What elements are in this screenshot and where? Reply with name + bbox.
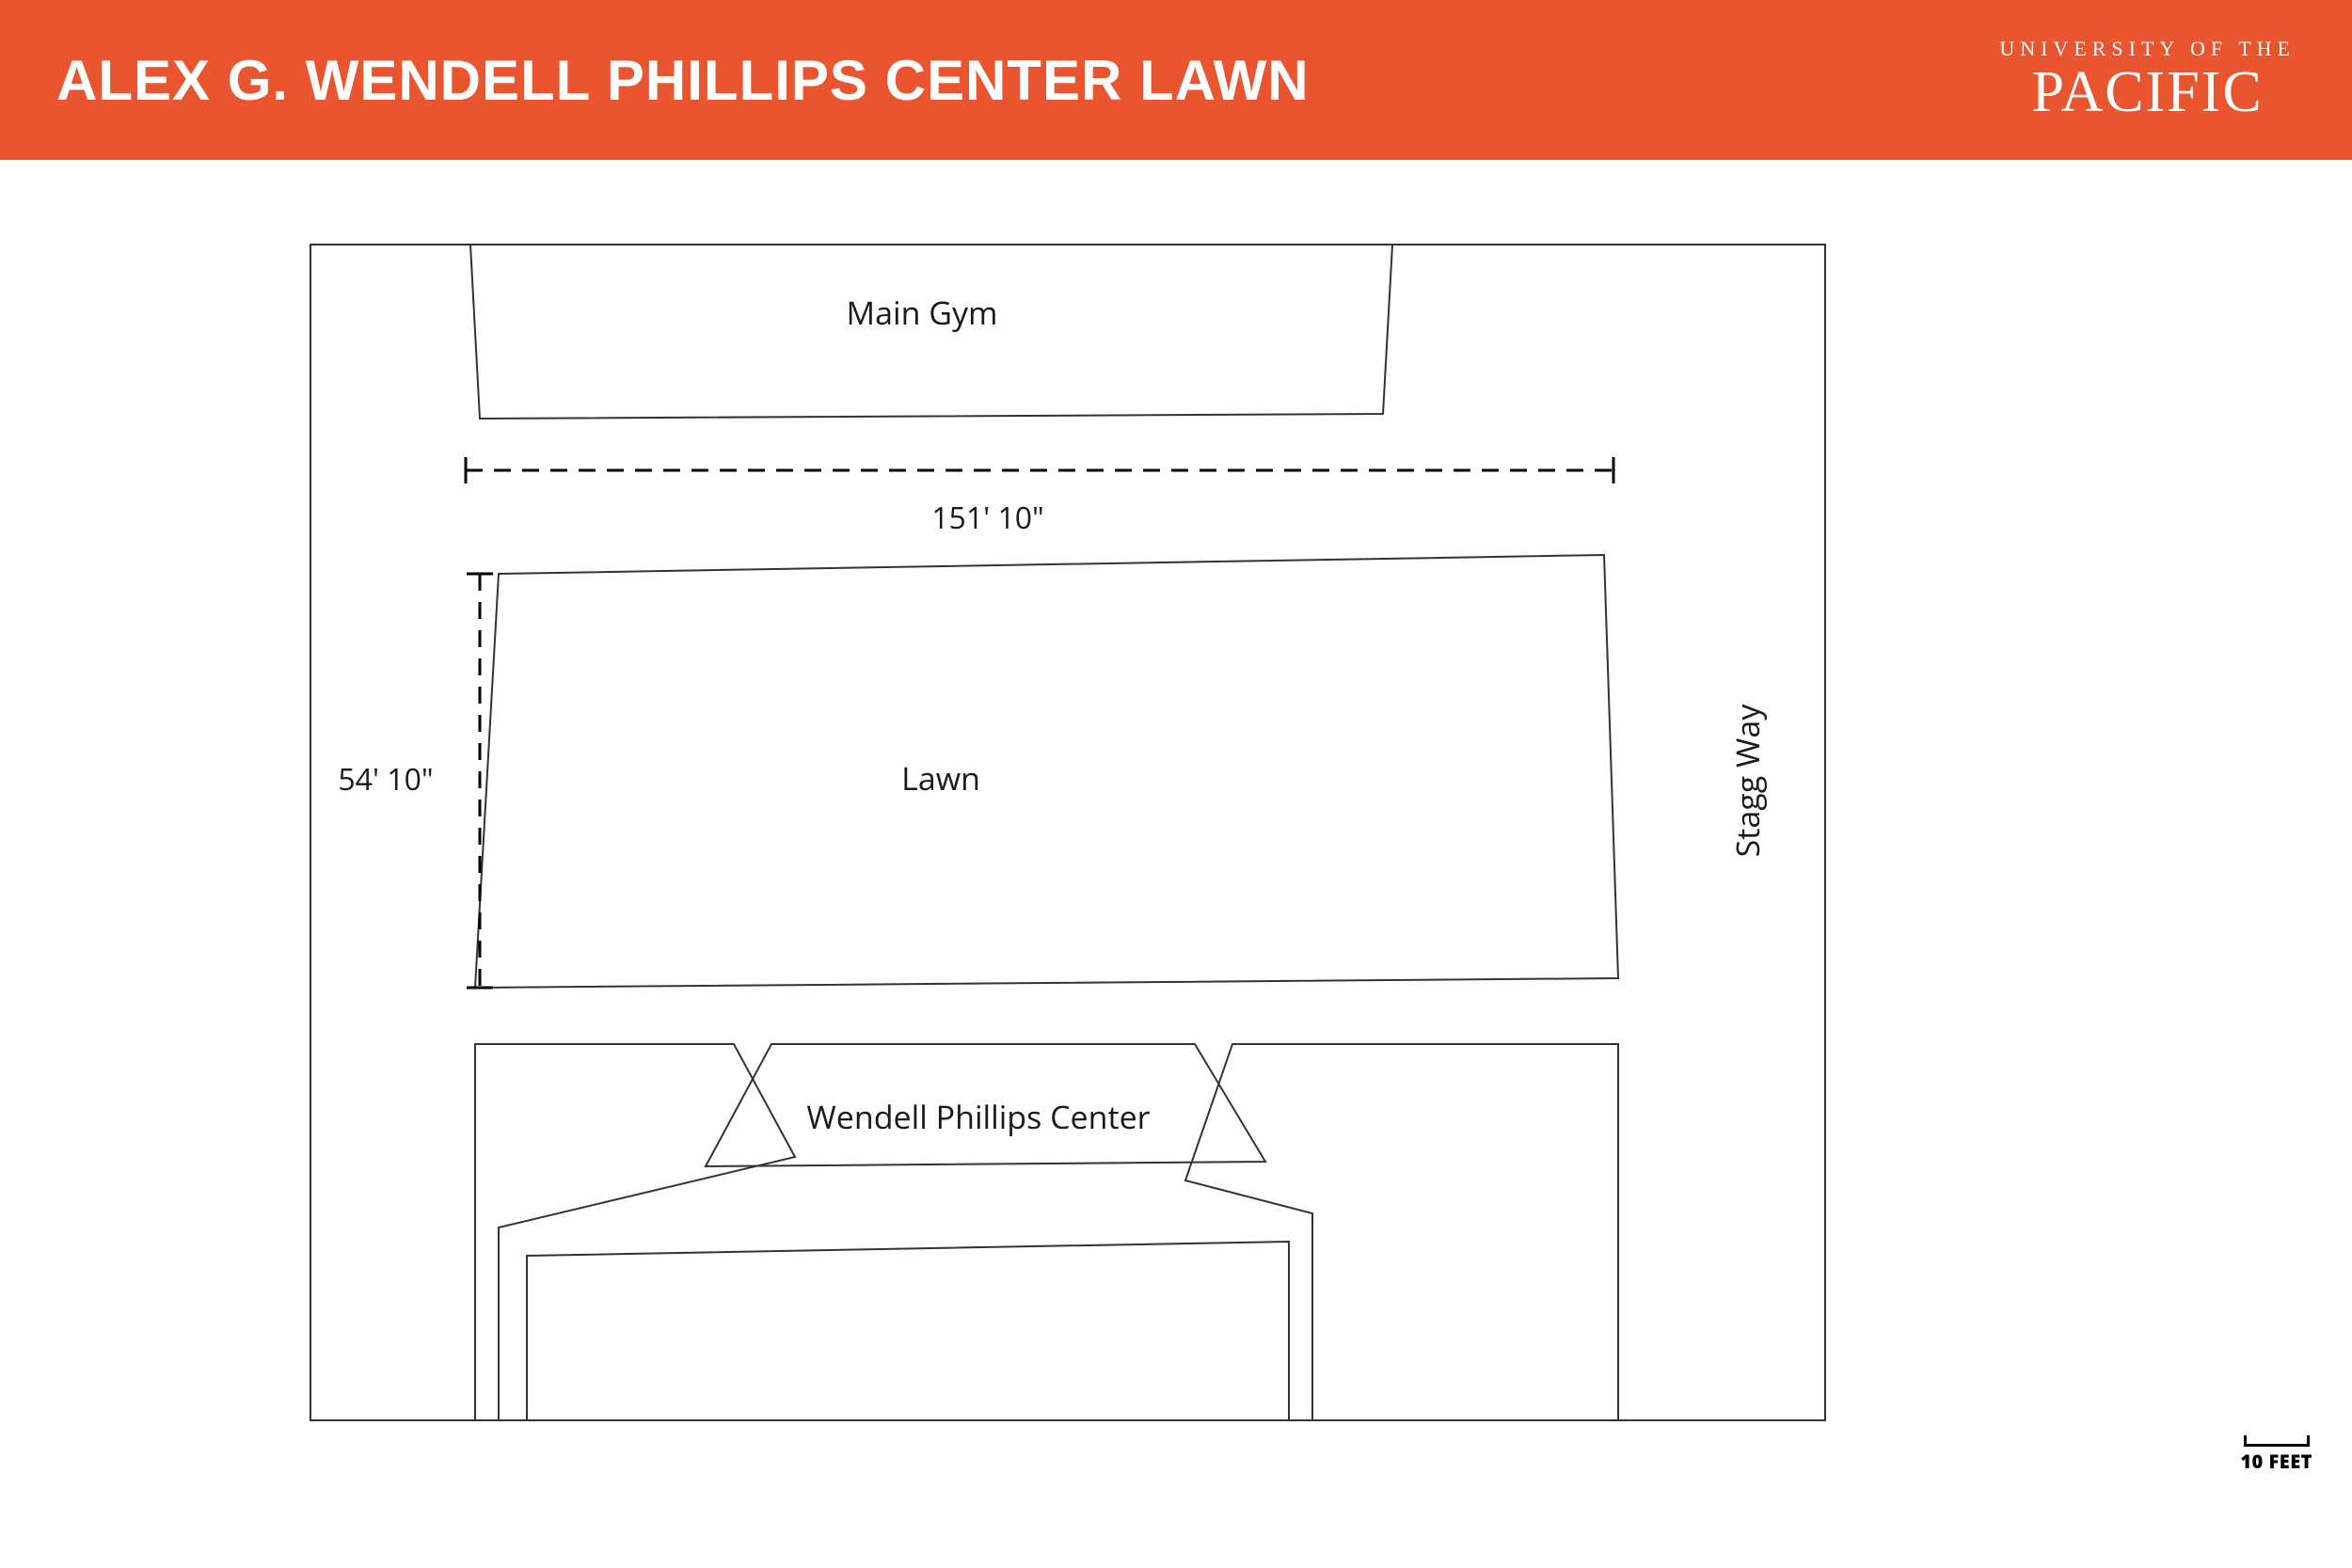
wpc-right-shape xyxy=(1185,1044,1618,1420)
bottom-block-shape xyxy=(527,1242,1289,1420)
road-label: Stagg Way xyxy=(1725,704,1769,858)
site-plan-container: Main Gym Lawn Wendell Phillips Center 15… xyxy=(0,160,2352,1568)
logo-line-top: UNIVERSITY OF THE xyxy=(1999,39,2296,59)
scale-bar-label: 10 FEET xyxy=(2240,1449,2312,1474)
page-title: ALEX G. WENDELL PHILLIPS CENTER LAWN xyxy=(56,48,1310,113)
page: ALEX G. WENDELL PHILLIPS CENTER LAWN UNI… xyxy=(0,0,2352,1568)
boundary-shape xyxy=(310,245,1825,1420)
header-bar: ALEX G. WENDELL PHILLIPS CENTER LAWN UNI… xyxy=(0,0,2352,160)
wpc-left-shape xyxy=(475,1044,795,1420)
lawn-shape xyxy=(475,555,1618,988)
lawn-label: Lawn xyxy=(901,756,980,800)
logo-line-bottom: PACIFIC xyxy=(1999,63,2296,121)
scale-bar: 10 FEET xyxy=(2240,1435,2312,1474)
university-logo: UNIVERSITY OF THE PACIFIC xyxy=(1999,39,2296,121)
scale-bar-bracket-icon xyxy=(2244,1435,2310,1447)
dim-width-label: 151' 10" xyxy=(931,498,1044,538)
site-plan-svg: Main Gym Lawn Wendell Phillips Center 15… xyxy=(0,160,2352,1568)
dim-height-label: 54' 10" xyxy=(338,759,433,800)
wpc-label: Wendell Phillips Center xyxy=(806,1095,1150,1138)
main-gym-label: Main Gym xyxy=(847,291,998,334)
